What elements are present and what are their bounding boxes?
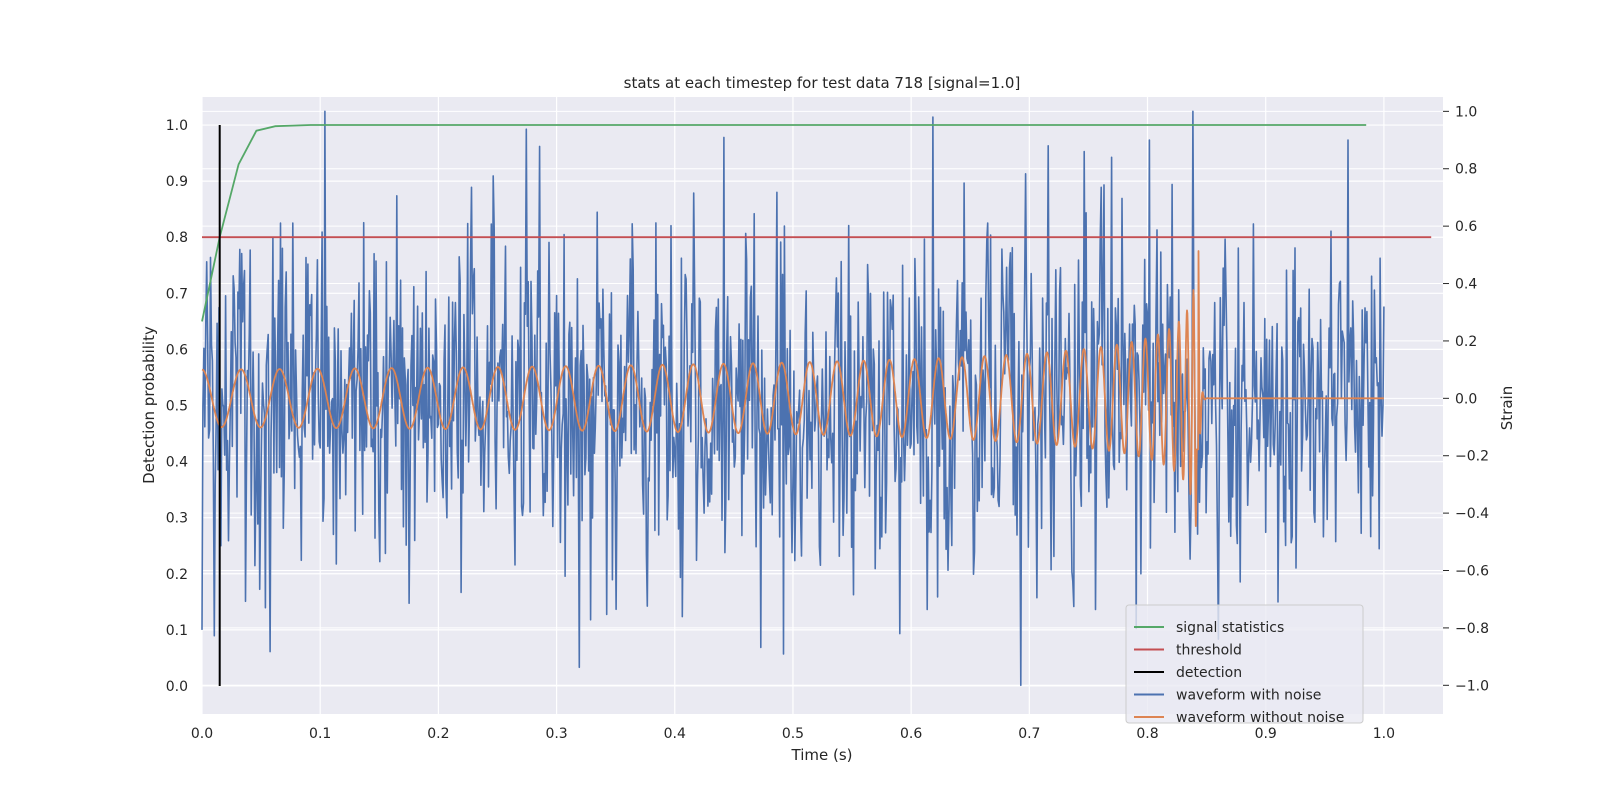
y2-tick-label: −0.6 bbox=[1455, 564, 1489, 580]
x-axis-ticks: 0.0 0.1 0.2 0.3 0.4 0.5 0.6 0.7 0.8 0.9 1.0 bbox=[191, 726, 1395, 742]
x-tick-label: 0.5 bbox=[782, 726, 804, 742]
legend-label: detection bbox=[1176, 665, 1242, 681]
legend-label: signal statistics bbox=[1176, 620, 1284, 636]
y-axis-ticks: 0.0 0.1 0.2 0.3 0.4 0.5 0.6 0.7 0.8 0.9 1.0 bbox=[166, 118, 188, 695]
x-tick-label: 0.7 bbox=[1018, 726, 1040, 742]
y-tick-label: 0.5 bbox=[166, 399, 188, 415]
x-tick-label: 0.4 bbox=[664, 726, 686, 742]
series-signal-statistics bbox=[201, 124, 1367, 322]
y2-tick-label: 0.4 bbox=[1455, 277, 1477, 293]
y2-tick-label: −0.4 bbox=[1455, 506, 1489, 522]
chart-title: stats at each timestep for test data 718… bbox=[624, 74, 1021, 92]
legend-box bbox=[1125, 604, 1364, 724]
series-layer bbox=[201, 110, 1432, 687]
x-tick-label: 1.0 bbox=[1373, 726, 1395, 742]
y-tick-label: 0.0 bbox=[166, 679, 188, 695]
y2-tick-label: 1.0 bbox=[1455, 104, 1477, 120]
series-waveform-with-noise bbox=[201, 110, 1385, 687]
legend-label: waveform with noise bbox=[1176, 688, 1321, 704]
y-axis-label: Detection probability bbox=[140, 326, 158, 484]
y2-axis-label: Strain bbox=[1498, 386, 1516, 430]
y2-tick-label: 0.8 bbox=[1455, 162, 1477, 178]
legend-label: waveform without noise bbox=[1176, 710, 1344, 726]
y-tick-label: 0.7 bbox=[166, 286, 188, 302]
x-tick-label: 0.1 bbox=[309, 726, 331, 742]
x-tick-label: 0.8 bbox=[1136, 726, 1158, 742]
y2-tick-label: −1.0 bbox=[1455, 678, 1489, 694]
x-tick-label: 0.3 bbox=[545, 726, 567, 742]
y-tick-label: 0.6 bbox=[166, 342, 188, 358]
series-waveform-without-noise bbox=[201, 250, 1385, 527]
y-tick-label: 1.0 bbox=[166, 118, 188, 134]
x-tick-label: 0.6 bbox=[900, 726, 922, 742]
legend: signal statistics threshold detection wavef… bbox=[1125, 604, 1364, 726]
y2-tick-label: −0.2 bbox=[1455, 449, 1489, 465]
y2-tick-label: 0.6 bbox=[1455, 219, 1477, 235]
x-axis-label: Time (s) bbox=[791, 746, 853, 764]
y-tick-label: 0.1 bbox=[166, 623, 188, 639]
y2-axis-ticks: −1.0 −0.8 −0.6 −0.4 −0.2 0.0 0.2 0.4 0.6 0.8 1.0 bbox=[1443, 104, 1489, 694]
x-tick-label: 0.0 bbox=[191, 726, 213, 742]
y2-tick-label: 0.2 bbox=[1455, 334, 1477, 350]
y2-tick-label: −0.8 bbox=[1455, 621, 1489, 637]
y-tick-label: 0.9 bbox=[166, 174, 188, 190]
y-tick-label: 0.3 bbox=[166, 511, 188, 527]
x-tick-label: 0.9 bbox=[1255, 726, 1277, 742]
y-tick-label: 0.8 bbox=[166, 230, 188, 246]
legend-label: threshold bbox=[1176, 643, 1242, 659]
y2-tick-label: 0.0 bbox=[1455, 391, 1477, 407]
y-tick-label: 0.2 bbox=[166, 567, 188, 583]
y-tick-label: 0.4 bbox=[166, 455, 188, 471]
x-tick-label: 0.2 bbox=[427, 726, 449, 742]
